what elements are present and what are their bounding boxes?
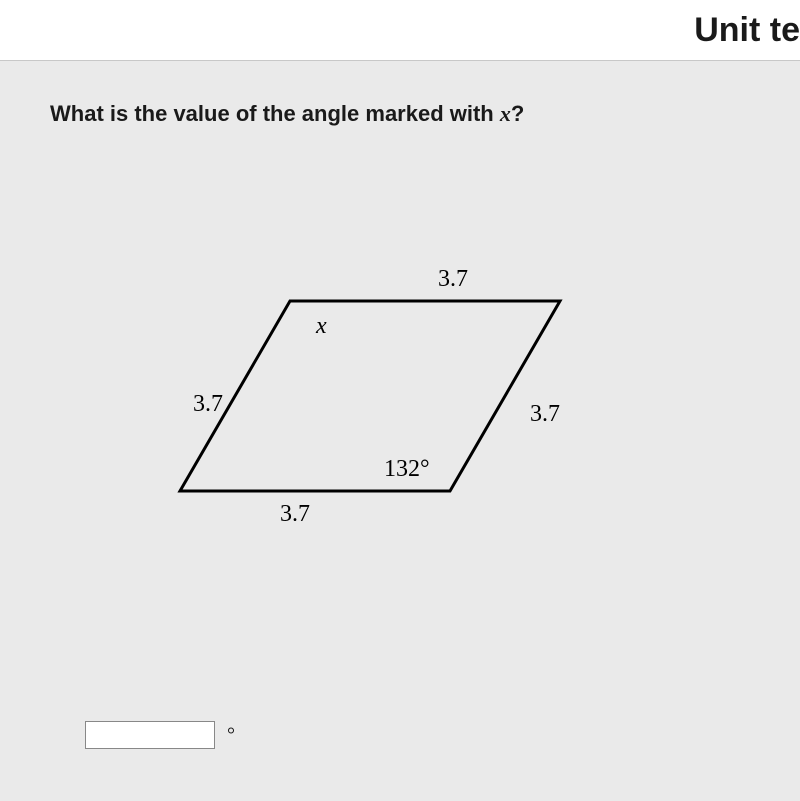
page-header: Unit te	[0, 0, 800, 60]
rhombus-shape	[180, 301, 560, 491]
question-text: What is the value of the angle marked wi…	[50, 101, 800, 127]
side-left-label: 3.7	[193, 391, 223, 417]
side-top-label: 3.7	[438, 266, 468, 292]
content-area: What is the value of the angle marked wi…	[0, 61, 800, 801]
side-bottom-label: 3.7	[280, 501, 310, 527]
rhombus-diagram: 3.7 3.7 3.7 3.7 x 132°	[160, 241, 640, 581]
side-right-label: 3.7	[530, 401, 560, 427]
question-after: ?	[511, 101, 524, 126]
answer-input[interactable]	[85, 721, 215, 749]
diagram-svg: 3.7 3.7 3.7 3.7 x 132°	[160, 241, 640, 581]
question-before: What is the value of the angle marked wi…	[50, 101, 500, 126]
answer-row: °	[85, 721, 235, 749]
degree-symbol: °	[227, 724, 235, 747]
header-title: Unit te	[694, 11, 800, 50]
angle-x-label: x	[315, 313, 327, 339]
question-variable: x	[500, 101, 511, 126]
angle-132-label: 132°	[384, 456, 430, 482]
